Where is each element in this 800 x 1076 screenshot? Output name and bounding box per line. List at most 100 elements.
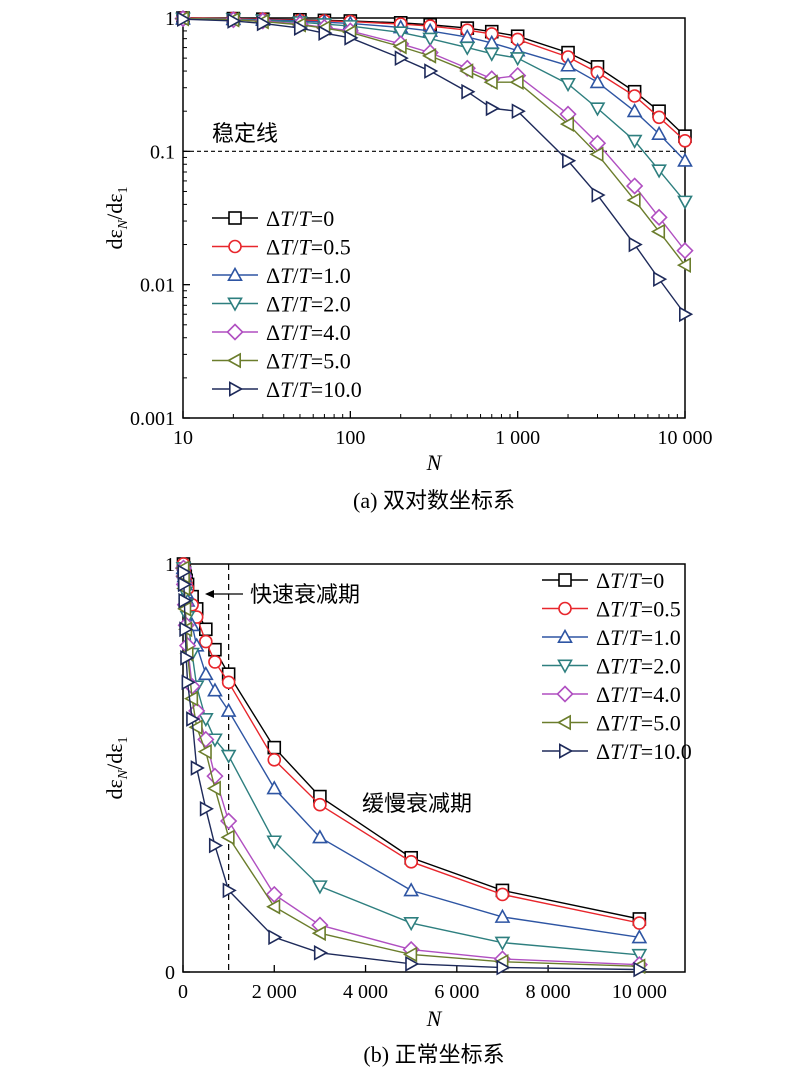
slow-decay-label: 缓慢衰减期: [362, 792, 472, 817]
data-point: [678, 133, 692, 148]
panel-b-legend: ΔT/T=0 ΔT/T=0.5 ΔT/T=1.0 ΔT/T=2.0 ΔT/T=4.0 ΔT…: [542, 568, 692, 764]
data-point: [206, 780, 221, 797]
legend-item: ΔT/T=1.0: [212, 263, 351, 288]
data-point: [676, 241, 694, 260]
data-point: [183, 690, 199, 707]
data-point: [562, 152, 577, 169]
fast-decay-arrow: [205, 590, 243, 598]
data-point: [312, 880, 328, 895]
data-point: [178, 592, 193, 609]
panel-b-caption: (b) 正常坐标系: [363, 1042, 504, 1067]
legend-marker: [558, 573, 572, 587]
x-tick-label: 10 000: [612, 981, 667, 1003]
data-point: [403, 882, 420, 897]
data-point: [650, 223, 666, 240]
ylabel-a-main: dε: [102, 229, 127, 249]
stability-line-label: 稳定线: [212, 122, 278, 147]
data-point: [422, 48, 437, 64]
data-point: [268, 929, 283, 946]
x-tick-label: 4 000: [343, 981, 388, 1003]
series-5: [175, 560, 646, 975]
legend-item: ΔT/T=2.0: [542, 654, 681, 679]
y-tick-label: 0: [165, 962, 175, 984]
data-point: [404, 855, 418, 869]
data-point: [394, 50, 409, 66]
x-tick-label: 8 000: [526, 981, 571, 1003]
legend-label: ΔT/T=1.0: [266, 263, 351, 288]
legend-marker: [227, 297, 243, 312]
legend-label: ΔT/T=1.0: [596, 625, 681, 650]
series-6: [177, 564, 648, 978]
data-point: [625, 177, 644, 195]
data-point: [677, 152, 693, 167]
data-point: [627, 89, 642, 103]
data-point: [208, 655, 222, 669]
legend-label: ΔT/T=10.0: [266, 377, 362, 402]
data-point: [177, 576, 193, 593]
data-point: [256, 15, 271, 32]
data-point: [227, 13, 242, 29]
data-point: [220, 702, 237, 717]
data-point: [483, 47, 500, 62]
data-point: [181, 674, 196, 691]
series-6: [177, 11, 694, 323]
data-point: [392, 38, 407, 55]
series-line: [182, 563, 640, 924]
panel-b-y-axis-label: dεN/dε1: [102, 737, 131, 800]
legend-marker: [557, 659, 573, 674]
panel-a-caption: (a) 双对数坐标系: [353, 488, 515, 513]
data-point: [589, 74, 606, 89]
data-point: [626, 134, 643, 149]
legend-item: ΔT/T=10.0: [212, 377, 362, 402]
data-point: [511, 103, 526, 120]
legend-item: ΔT/T=2.0: [212, 292, 351, 317]
data-point: [651, 125, 667, 140]
data-point: [495, 887, 510, 902]
panel-a-log-log-chart: 10 100 1 000 10 000 1 0.1 0.01 0.001 稳定线 ΔT/T=…: [102, 8, 713, 513]
data-point: [652, 110, 666, 125]
panel-a-legend: ΔT/T=0 ΔT/T=0.5 ΔT/T=1.0 ΔT/T=2.0 ΔT/T=4.0 ΔT…: [212, 206, 362, 402]
legend-label: ΔT/T=4.0: [596, 682, 681, 707]
series-line: [182, 572, 640, 971]
data-point: [628, 236, 643, 253]
data-point: [208, 837, 224, 854]
data-point: [222, 882, 237, 899]
legend-item: ΔT/T=5.0: [542, 711, 681, 736]
data-point: [678, 306, 694, 323]
legend-item: ΔT/T=0: [542, 568, 664, 593]
legend-item: ΔT/T=5.0: [212, 349, 351, 374]
data-point: [313, 797, 327, 812]
data-point: [459, 63, 474, 79]
panel-b-plot-frame: [182, 563, 686, 973]
legend-item: ΔT/T=0.5: [212, 235, 351, 260]
x-tick-label: 0: [178, 981, 188, 1003]
legend-marker: [558, 743, 574, 759]
panel-a-x-axis-label: N: [426, 450, 443, 475]
series-3: [175, 562, 648, 964]
data-point: [509, 52, 526, 67]
data-point: [650, 208, 668, 226]
series-line: [182, 568, 640, 956]
legend-marker: [228, 239, 242, 254]
data-point: [293, 20, 309, 36]
series-line: [182, 17, 686, 162]
data-point: [190, 760, 205, 776]
x-tick-label: 10 000: [658, 427, 713, 449]
data-point: [179, 621, 194, 638]
series-3: [175, 12, 693, 210]
legend-label: ΔT/T=0.5: [596, 597, 681, 622]
data-point: [651, 164, 667, 179]
data-point: [589, 146, 604, 163]
fast-decay-label: 快速衰减期: [250, 583, 360, 608]
panel-b-x-ticks: 0 2 000 4 000 6 000 8 000 10 000: [178, 965, 667, 1003]
data-point: [220, 749, 237, 764]
data-point: [186, 711, 201, 727]
legend-marker: [226, 352, 241, 369]
data-point: [197, 743, 212, 760]
ylabel-b-main: dε: [102, 779, 127, 799]
legend-marker: [556, 685, 574, 703]
legend-marker: [556, 714, 572, 731]
legend-marker: [229, 381, 244, 397]
panel-b-x-axis-label: N: [426, 1006, 443, 1031]
data-point: [312, 829, 328, 844]
